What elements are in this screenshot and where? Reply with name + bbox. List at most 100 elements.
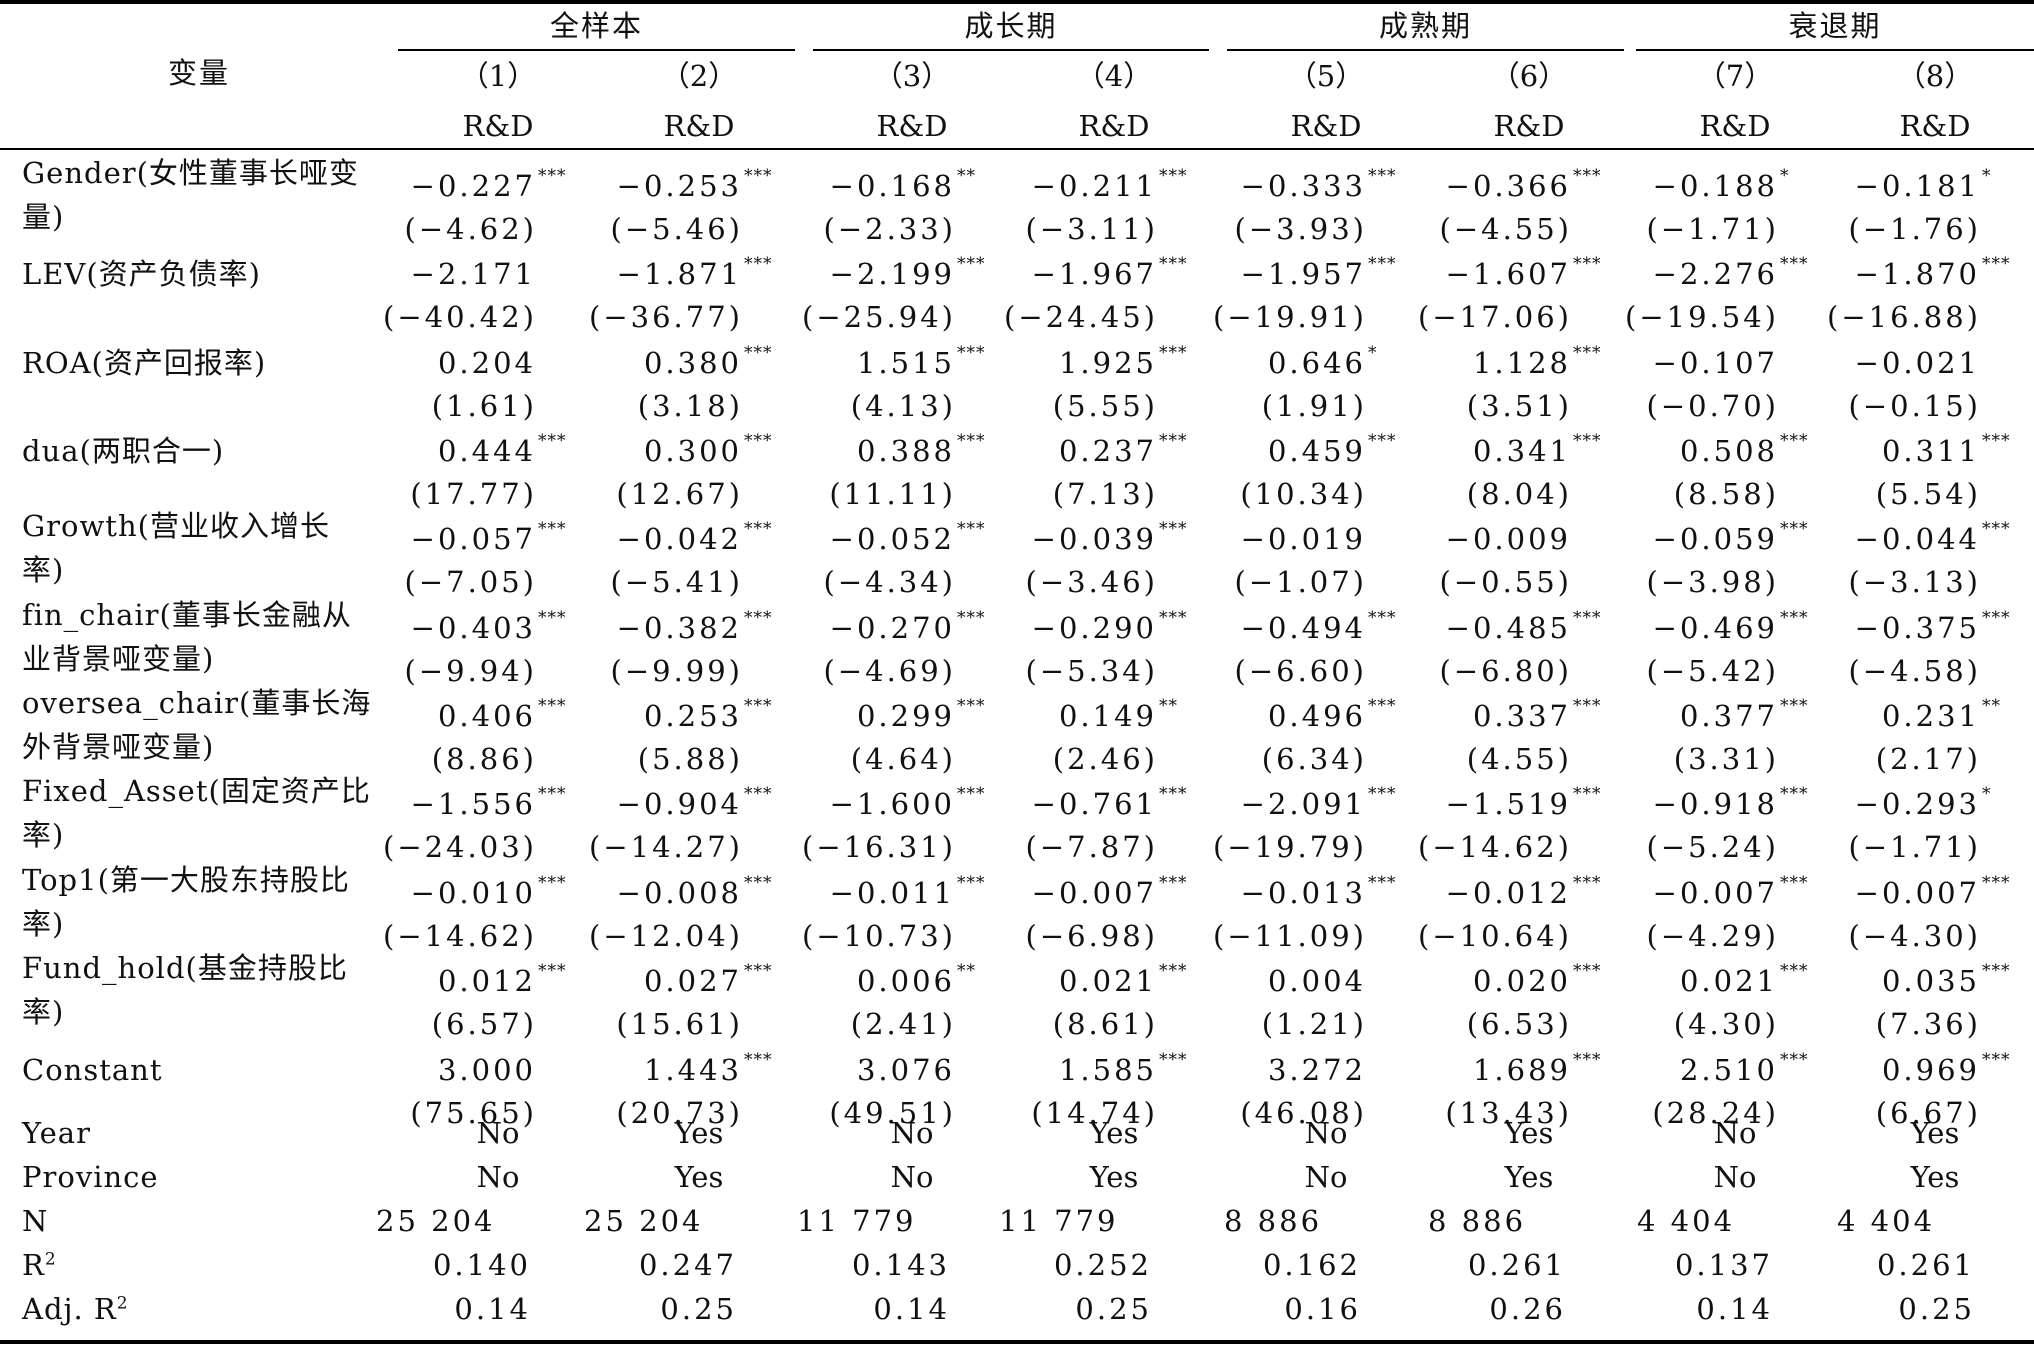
t-stat-cell: (−3.98) — [1646, 565, 1779, 599]
coef-cell: −0.211 *** — [1032, 168, 1199, 201]
coef-cell: 2.510 *** — [1680, 1052, 1820, 1085]
t-stat-cell: (−10.64) — [1418, 919, 1572, 953]
footer-value-n: 11 779 — [999, 1204, 1119, 1238]
coef-cell: −1.519 *** — [1446, 786, 1613, 819]
significance-stars: *** — [538, 961, 567, 981]
significance-stars: *** — [1573, 873, 1602, 893]
coef-cell: −0.403 *** — [411, 610, 578, 643]
group-header-full-sample: 全样本 — [549, 9, 643, 43]
t-stat-cell: (1.61) — [431, 389, 537, 423]
model-number-5: （5） — [1287, 59, 1365, 93]
significance-stars: * — [1982, 784, 1992, 804]
t-stat-cell: (−10.73) — [802, 919, 956, 953]
t-stat-cell: (−24.03) — [383, 830, 537, 864]
coef-cell: 1.689 *** — [1473, 1052, 1613, 1085]
t-stat-cell: (−4.55) — [1439, 212, 1572, 246]
t-stat-cell: (−0.70) — [1646, 389, 1779, 423]
coef-cell: −0.485 *** — [1446, 610, 1613, 643]
coef-cell: −0.057 *** — [411, 521, 578, 554]
t-stat-cell: (−19.91) — [1213, 300, 1367, 334]
significance-stars: *** — [538, 519, 567, 539]
coef-cell: 0.969 *** — [1882, 1052, 2022, 1085]
significance-stars: ** — [1982, 696, 2001, 716]
coef-cell: 0.508 *** — [1680, 433, 1820, 466]
group-header-mature: 成熟期 — [1378, 9, 1472, 43]
coef-cell: −1.870 *** — [1855, 256, 2022, 289]
dependent-variable-2: R&D — [663, 109, 735, 143]
coef-cell: −0.011 *** — [830, 875, 997, 908]
header-bottom-rule — [0, 148, 2034, 150]
significance-stars: *** — [1982, 431, 2011, 451]
footer-value-adj_r2: 0.26 — [1489, 1292, 1566, 1326]
footer-value-province: No — [890, 1160, 934, 1194]
coef-cell: 0.311 *** — [1882, 433, 2022, 466]
dependent-variable-5: R&D — [1290, 109, 1362, 143]
coef-cell: 3.076 — [856, 1053, 955, 1087]
coef-cell: −0.039 *** — [1032, 521, 1199, 554]
significance-stars: *** — [1573, 431, 1602, 451]
footer-value-adj_r2: 0.25 — [1898, 1292, 1975, 1326]
significance-stars: *** — [1159, 431, 1188, 451]
footer-value-year: Yes — [674, 1116, 724, 1150]
significance-stars: *** — [744, 431, 773, 451]
footer-value-province: Yes — [1910, 1160, 1960, 1194]
t-stat-cell: (−16.31) — [802, 830, 956, 864]
coef-cell: 0.300 *** — [644, 433, 784, 466]
coef-cell: −0.290 *** — [1032, 610, 1199, 643]
significance-stars: *** — [1159, 784, 1188, 804]
t-stat-cell: (2.17) — [1875, 742, 1981, 776]
coef-cell: −1.607 *** — [1446, 256, 1613, 289]
t-stat-cell: (6.57) — [431, 1007, 537, 1041]
significance-stars: *** — [1780, 608, 1809, 628]
t-stat-cell: (−9.99) — [610, 654, 743, 688]
footer-value-r2: 0.261 — [1467, 1248, 1566, 1282]
significance-stars: *** — [957, 696, 986, 716]
significance-stars: *** — [1159, 961, 1188, 981]
group-header-decline: 衰退期 — [1788, 9, 1882, 43]
coef-cell: 1.585 *** — [1059, 1052, 1199, 1085]
significance-stars: *** — [744, 961, 773, 981]
t-stat-cell: (−36.77) — [589, 300, 743, 334]
t-stat-cell: (5.88) — [637, 742, 743, 776]
coef-cell: −0.168 ** — [830, 168, 997, 201]
t-stat-cell: (−25.94) — [802, 300, 956, 334]
footer-value-n: 4 404 — [1637, 1204, 1736, 1238]
footer-value-n: 11 779 — [797, 1204, 917, 1238]
coef-cell: −0.270 *** — [830, 610, 997, 643]
significance-stars: *** — [1368, 784, 1397, 804]
model-number-7: （7） — [1696, 59, 1774, 93]
t-stat-cell: (75.65) — [410, 1096, 537, 1130]
coef-cell: 0.459 *** — [1268, 433, 1408, 466]
t-stat-cell: (8.04) — [1466, 477, 1572, 511]
significance-stars: *** — [1159, 608, 1188, 628]
coef-cell: −0.494 *** — [1241, 610, 1408, 643]
top-rule — [0, 0, 2034, 4]
significance-stars: *** — [1982, 1050, 2011, 1070]
coef-cell: 0.646 * — [1268, 345, 1408, 378]
significance-stars: *** — [1780, 1050, 1809, 1070]
coef-cell: −0.107 — [1652, 346, 1778, 380]
coef-cell: −1.957 *** — [1241, 256, 1408, 289]
coef-cell: −0.188 * — [1653, 168, 1820, 201]
significance-stars: *** — [1573, 608, 1602, 628]
coef-cell: 3.272 — [1267, 1053, 1366, 1087]
footer-value-r2: 0.252 — [1053, 1248, 1152, 1282]
footer-value-year: No — [1304, 1116, 1348, 1150]
footer-value-province: Yes — [1089, 1160, 1139, 1194]
row-label: Growth(营业收入增长 — [22, 509, 330, 543]
coef-cell: −0.019 — [1240, 522, 1366, 556]
t-stat-cell: (−3.11) — [1025, 212, 1158, 246]
significance-stars: *** — [538, 166, 567, 186]
coef-cell: 0.299 *** — [857, 698, 997, 731]
significance-stars: ** — [957, 166, 976, 186]
t-stat-cell: (−16.88) — [1827, 300, 1981, 334]
significance-stars: *** — [1780, 961, 1809, 981]
t-stat-cell: (14.74) — [1031, 1096, 1158, 1130]
footer-value-adj_r2: 0.14 — [873, 1292, 950, 1326]
t-stat-cell: (7.13) — [1052, 477, 1158, 511]
t-stat-cell: (−2.33) — [823, 212, 956, 246]
t-stat-cell: (8.61) — [1052, 1007, 1158, 1041]
footer-value-year: Yes — [1910, 1116, 1960, 1150]
t-stat-cell: (11.11) — [829, 477, 956, 511]
t-stat-cell: (1.91) — [1261, 389, 1367, 423]
